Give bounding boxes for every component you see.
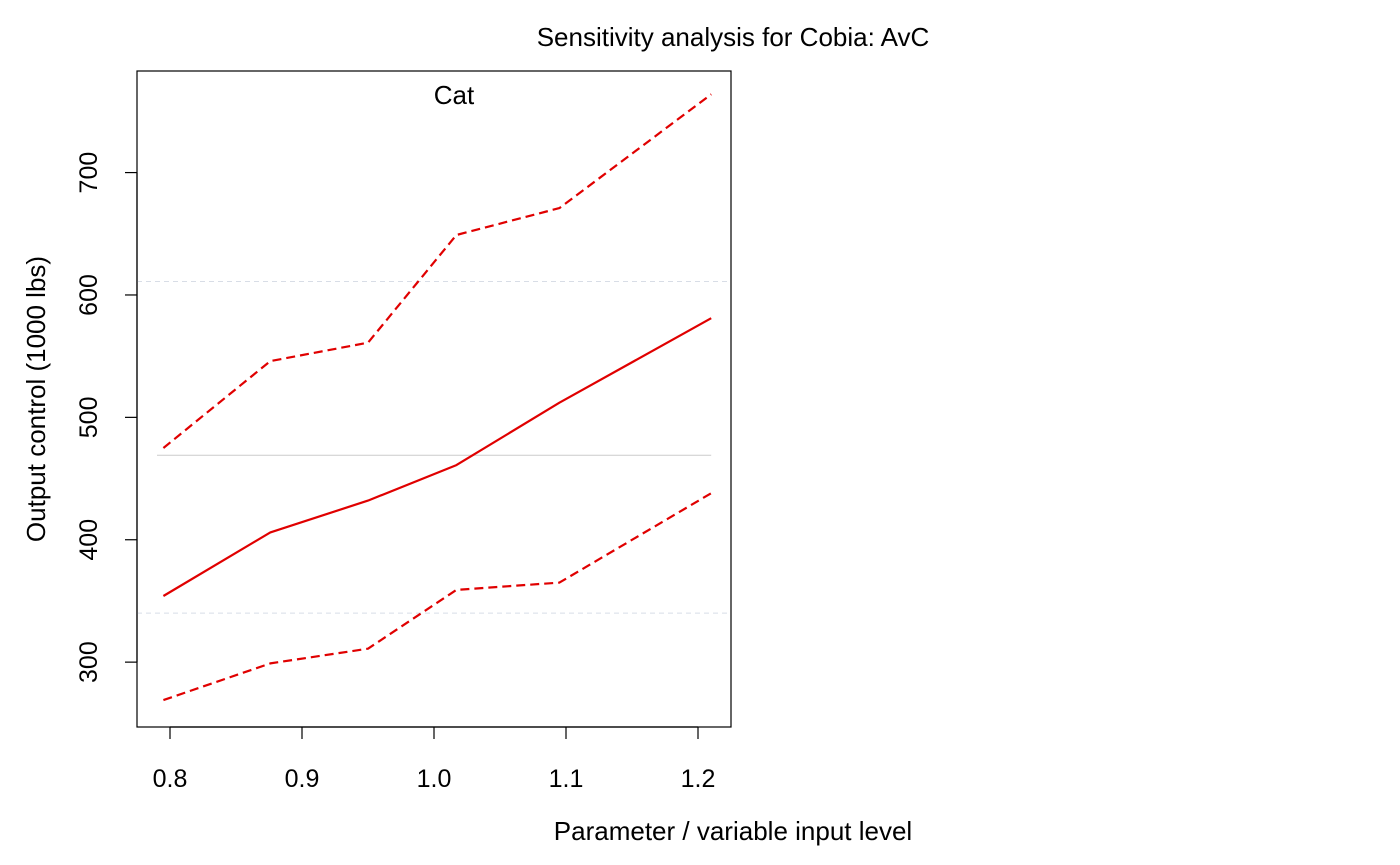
chart-title: Sensitivity analysis for Cobia: AvC bbox=[537, 22, 930, 52]
y-tick-label: 700 bbox=[75, 152, 103, 194]
x-tick-label: 0.8 bbox=[153, 765, 188, 793]
series-layer bbox=[162, 93, 712, 702]
y-axis: 300 400 500 600 700 bbox=[75, 152, 138, 683]
y-tick-label: 500 bbox=[75, 396, 103, 438]
series-line-1 bbox=[162, 317, 712, 597]
panel-label: Cat bbox=[434, 80, 475, 110]
x-tick-label: 1.1 bbox=[549, 765, 584, 793]
x-tick-label: 1.0 bbox=[417, 765, 452, 793]
reference-lines bbox=[137, 281, 731, 614]
x-axis-label: Parameter / variable input level bbox=[554, 816, 912, 846]
x-axis: 0.8 0.9 1.0 1.1 1.2 bbox=[153, 726, 716, 793]
series-line-2 bbox=[162, 93, 712, 449]
x-tick-label: 1.2 bbox=[681, 765, 716, 793]
plot-frame bbox=[136, 70, 732, 728]
x-tick-label: 0.9 bbox=[285, 765, 320, 793]
series-line-3 bbox=[163, 492, 712, 702]
y-tick-label: 300 bbox=[75, 641, 103, 683]
y-tick-label: 400 bbox=[75, 519, 103, 561]
y-axis-label: Output control (1000 lbs) bbox=[21, 256, 51, 542]
y-tick-label: 600 bbox=[75, 274, 103, 316]
